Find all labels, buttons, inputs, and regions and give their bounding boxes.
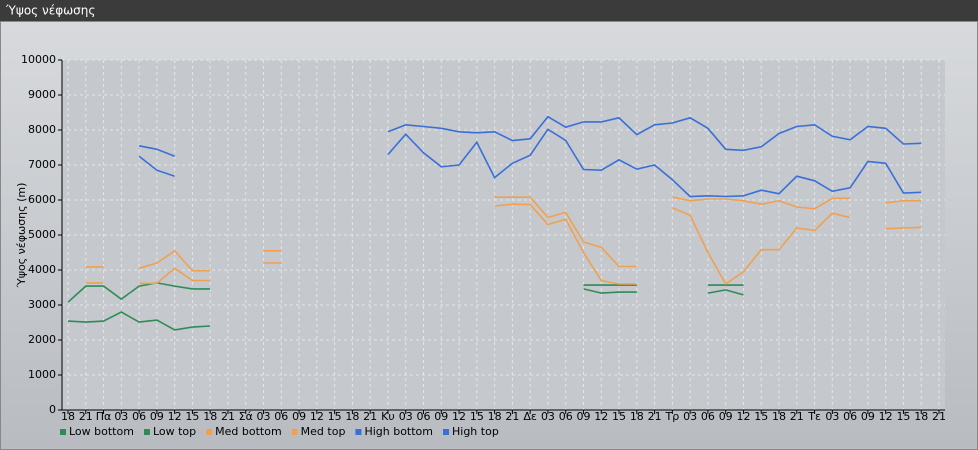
x-tick-label: 03 bbox=[257, 410, 271, 423]
x-tick-label: 18 bbox=[61, 410, 75, 423]
x-tick-label: 09 bbox=[150, 410, 164, 423]
y-tick-label: 4000 bbox=[28, 263, 56, 276]
series-line bbox=[67, 288, 744, 331]
x-tick-label: 09 bbox=[292, 410, 306, 423]
y-tick-label: 0 bbox=[49, 403, 56, 416]
legend-swatch bbox=[60, 429, 66, 435]
x-tick-label: 18 bbox=[772, 410, 786, 423]
y-tick-label: 3000 bbox=[28, 298, 56, 311]
x-tick-label: Δε bbox=[523, 410, 537, 423]
y-tick-label: 10000 bbox=[21, 53, 56, 66]
x-tick-label: 18 bbox=[203, 410, 217, 423]
legend-label: High top bbox=[452, 425, 499, 438]
x-tick-label: 18 bbox=[345, 410, 359, 423]
x-tick-label: 12 bbox=[594, 410, 608, 423]
x-tick-label: 21 bbox=[648, 410, 662, 423]
x-tick-label: 06 bbox=[843, 410, 857, 423]
y-tick-label: 7000 bbox=[28, 158, 56, 171]
y-tick-label: 8000 bbox=[28, 123, 56, 136]
y-tick-label: 1000 bbox=[28, 368, 56, 381]
x-tick-label: 15 bbox=[328, 410, 342, 423]
legend-swatch bbox=[206, 429, 213, 435]
x-tick-label: 09 bbox=[576, 410, 590, 423]
legend-swatch bbox=[291, 429, 298, 435]
plot-area bbox=[62, 60, 945, 410]
x-tick-label: 06 bbox=[132, 410, 146, 423]
x-tick-label: 18 bbox=[914, 410, 928, 423]
x-tick-label: 21 bbox=[505, 410, 519, 423]
series-line bbox=[138, 128, 922, 198]
x-tick-label: 03 bbox=[541, 410, 555, 423]
x-tick-label: 09 bbox=[861, 410, 875, 423]
x-tick-label: 03 bbox=[825, 410, 839, 423]
x-tick-label: 21 bbox=[221, 410, 235, 423]
x-tick-label: 15 bbox=[185, 410, 199, 423]
x-tick-label: 12 bbox=[310, 410, 324, 423]
x-tick-label: 12 bbox=[879, 410, 893, 423]
x-tick-label: 03 bbox=[399, 410, 413, 423]
legend-label: Med top bbox=[301, 425, 346, 438]
x-tick-label: 15 bbox=[470, 410, 484, 423]
series-line bbox=[85, 196, 922, 272]
x-tick-label: 15 bbox=[754, 410, 768, 423]
y-tick-label: 9000 bbox=[28, 88, 56, 101]
x-tick-label: 06 bbox=[559, 410, 573, 423]
x-tick-label: 06 bbox=[274, 410, 288, 423]
legend-label: Med bottom bbox=[215, 425, 282, 438]
legend-swatch bbox=[143, 429, 150, 435]
x-tick-label: 09 bbox=[719, 410, 733, 423]
x-tick-label: Κυ bbox=[381, 410, 395, 423]
x-tick-label: 15 bbox=[612, 410, 626, 423]
x-tick-label: 21 bbox=[932, 410, 946, 423]
x-tick-label: 21 bbox=[79, 410, 93, 423]
x-tick-label: Σά bbox=[239, 410, 253, 423]
x-tick-label: 06 bbox=[701, 410, 715, 423]
series-line bbox=[138, 115, 922, 158]
x-tick-label: 12 bbox=[736, 410, 750, 423]
x-tick-label: 15 bbox=[896, 410, 910, 423]
y-axis-label: Ύψος νέφωσης (m) bbox=[15, 183, 28, 289]
x-tick-label: 18 bbox=[488, 410, 502, 423]
legend-label: Low bottom bbox=[69, 425, 134, 438]
x-tick-label: 21 bbox=[363, 410, 377, 423]
y-tick-label: 2000 bbox=[28, 333, 56, 346]
legend-swatch bbox=[355, 429, 362, 435]
y-tick-label: 5000 bbox=[28, 228, 56, 241]
x-tick-label: 12 bbox=[452, 410, 466, 423]
x-tick-label: Τρ bbox=[665, 410, 680, 423]
x-tick-label: 18 bbox=[630, 410, 644, 423]
legend-label: High bottom bbox=[364, 425, 433, 438]
x-tick-label: Πα bbox=[96, 410, 112, 423]
x-tick-label: 21 bbox=[790, 410, 804, 423]
x-tick-label: 12 bbox=[168, 410, 182, 423]
x-tick-label: 06 bbox=[417, 410, 431, 423]
x-tick-label: 03 bbox=[683, 410, 697, 423]
title-bar bbox=[0, 0, 978, 21]
x-tick-label: 09 bbox=[434, 410, 448, 423]
legend-label: Low top bbox=[153, 425, 196, 438]
y-tick-label: 6000 bbox=[28, 193, 56, 206]
x-tick-label: Τε bbox=[807, 410, 821, 423]
window-title: Ύψος νέφωσης bbox=[5, 4, 95, 18]
x-tick-label: 03 bbox=[114, 410, 128, 423]
series-line bbox=[67, 282, 744, 303]
legend-swatch bbox=[443, 429, 449, 435]
series-line bbox=[85, 203, 922, 286]
